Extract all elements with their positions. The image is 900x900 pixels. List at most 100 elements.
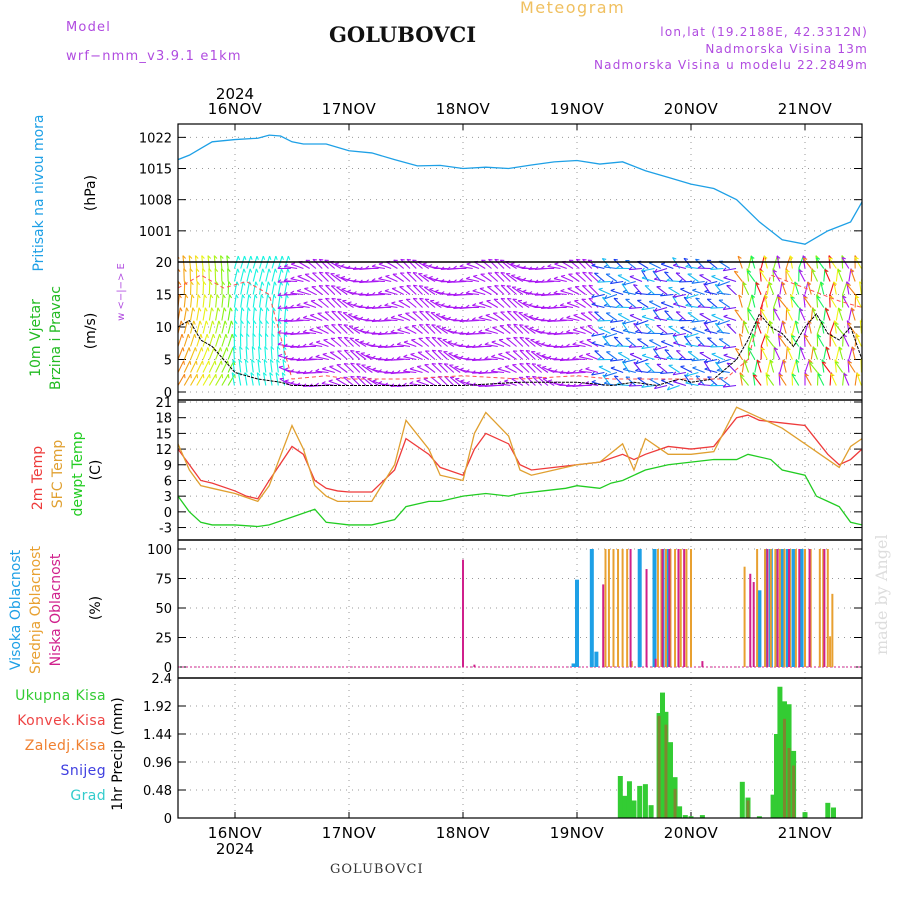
wind-barb — [430, 312, 442, 321]
wind-barb-head — [578, 354, 584, 358]
wind-barb — [284, 281, 288, 295]
legend-frozen-rain: Zaledj.Kisa — [25, 738, 106, 754]
wind-barb-head — [230, 320, 234, 325]
wind-barb-head — [204, 307, 208, 312]
model-name: wrf−nmm_v3.9.1 e1km — [66, 49, 242, 64]
wind-barb-head — [365, 305, 370, 309]
y-tick-label: 21 — [155, 396, 172, 411]
wind-barb-head — [453, 279, 457, 283]
wind-barb-head — [560, 274, 566, 277]
wind-barb-head — [584, 381, 590, 384]
wind-barb — [798, 346, 801, 360]
wind-barb-head — [837, 268, 842, 272]
wind-barb-head — [237, 255, 241, 261]
wind-barb-head — [678, 317, 683, 322]
wind-barb-head — [609, 357, 614, 362]
wind-barb-head — [406, 258, 412, 261]
wind-barb — [588, 272, 599, 282]
wind-barb — [747, 347, 756, 360]
wind-barb — [766, 281, 770, 295]
wind-barb — [492, 327, 505, 334]
wind-barb — [656, 286, 668, 295]
wind-barb — [297, 275, 310, 283]
wind-barb-head — [296, 288, 302, 292]
precip-bar-total — [688, 816, 694, 818]
y-tick-label: 1001 — [139, 225, 172, 240]
wind-barb — [598, 366, 611, 373]
y-tick-label: 1.44 — [143, 728, 172, 743]
wind-barb — [519, 349, 530, 360]
cloud-bar-mid — [617, 549, 620, 667]
wind-barb-head — [490, 368, 495, 372]
cloud-bar-mid — [829, 636, 832, 667]
wind-barb-head — [250, 372, 255, 376]
wind-barb — [252, 294, 256, 308]
wind-barb — [848, 268, 852, 282]
wind-barb-head — [441, 326, 447, 329]
wind-barb — [635, 331, 649, 335]
wind-barb-head — [609, 319, 614, 323]
wind-barb-head — [726, 362, 732, 365]
wind-barb-head — [438, 362, 443, 365]
wind-barb-head — [178, 294, 182, 299]
wind-barb-head — [699, 274, 704, 276]
wind-barb-head — [704, 289, 709, 293]
wind-barb-head — [685, 333, 689, 338]
wind-barb-head — [403, 368, 408, 372]
wind-barb — [815, 257, 825, 269]
wind-barb-head — [432, 349, 437, 352]
wind-barb-head — [297, 274, 302, 277]
wind-barb — [683, 258, 693, 269]
wind-barb-head — [816, 296, 821, 299]
wind-barb — [739, 372, 743, 386]
wind-barb — [842, 334, 850, 347]
wind-barb-head — [277, 342, 282, 345]
wind-barb-head — [534, 279, 539, 284]
wind-barb-head — [377, 304, 382, 308]
wind-barb-head — [697, 342, 702, 347]
wind-barb-head — [704, 328, 709, 331]
wind-barb-head — [231, 333, 234, 339]
wind-barb-head — [274, 268, 278, 273]
cloud-bar-high — [637, 549, 642, 667]
wind-barb-head — [346, 277, 351, 281]
wind-barb-head — [598, 287, 603, 290]
wind-barb — [189, 294, 193, 308]
wind-barb — [406, 271, 417, 282]
wind-barb-head — [471, 344, 476, 348]
wind-barb-head — [528, 291, 533, 295]
wind-barb-head — [828, 257, 834, 260]
wind-barb-head — [697, 304, 702, 308]
wind-barb — [726, 285, 737, 295]
wind-barb — [318, 271, 329, 282]
wind-barb — [342, 312, 354, 321]
wind-barb — [847, 361, 856, 373]
wind-barb — [781, 320, 787, 334]
wind-barb — [479, 288, 492, 295]
wind-barb-head — [834, 322, 839, 325]
wind-barb — [828, 257, 837, 269]
wind-barb-head — [660, 370, 664, 374]
wind-barb-head — [534, 266, 539, 270]
wind-barb-head — [855, 334, 860, 338]
precip-axis-label: 1hr Precip (mm) — [110, 697, 126, 810]
wind-barb-head — [519, 349, 524, 352]
wind-barb-head — [591, 263, 596, 267]
wind-barb-head — [391, 301, 396, 304]
wind-barb — [691, 280, 705, 284]
wind-barb — [726, 362, 737, 373]
wind-barb — [316, 341, 329, 348]
wind-barb-head — [277, 317, 282, 322]
wind-barb — [823, 307, 827, 321]
wind-barb-head — [392, 287, 397, 290]
wind-barb — [271, 307, 274, 321]
wind-barb-head — [786, 308, 791, 312]
wind-barb — [685, 332, 699, 338]
wind-barb — [215, 294, 218, 308]
wind-barb-head — [269, 372, 274, 376]
cloud-bar-low — [749, 573, 752, 667]
cloud-unit-label: (%) — [88, 596, 104, 620]
wind-barb-head — [256, 372, 261, 376]
wind-barb-head — [760, 308, 765, 312]
wind-barb-head — [251, 346, 256, 350]
